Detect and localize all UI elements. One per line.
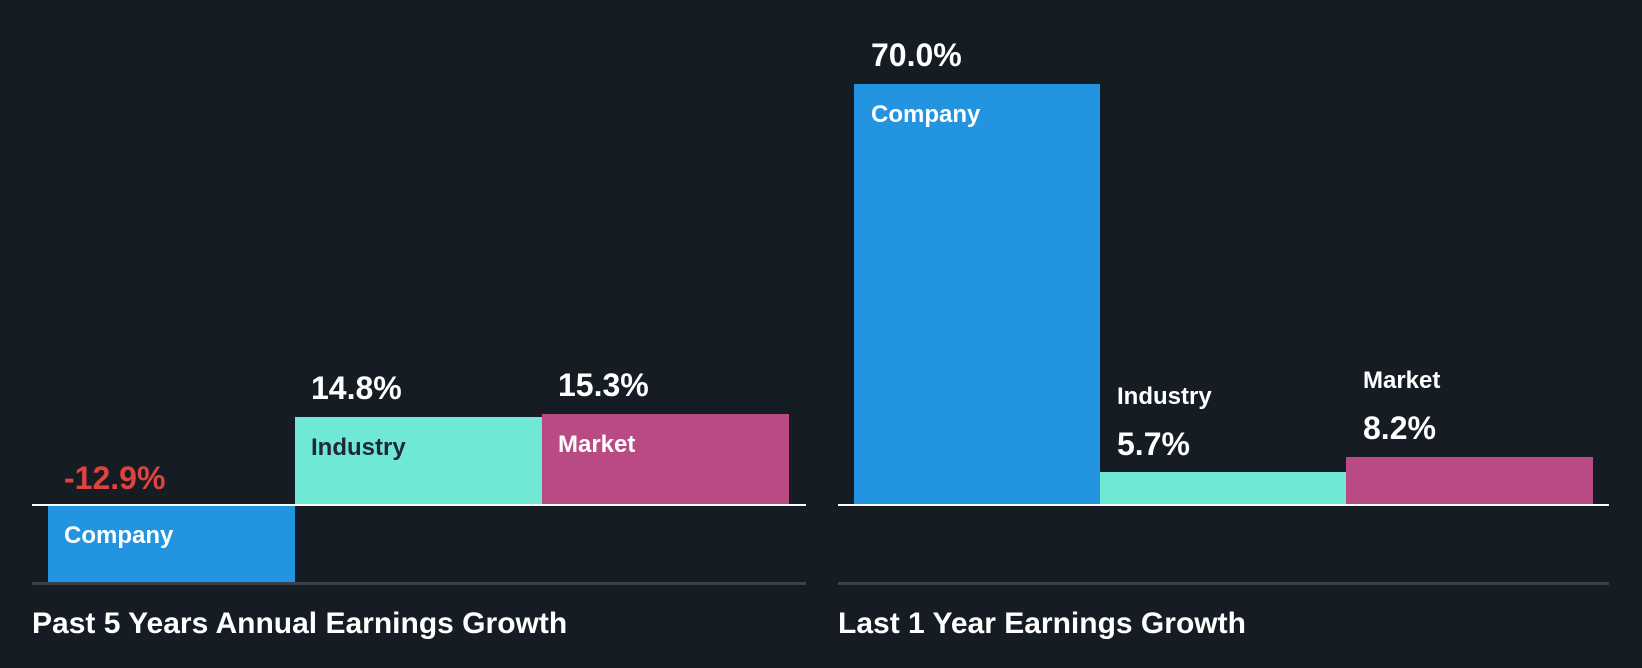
right-chart-title: Last 1 Year Earnings Growth <box>838 607 1246 640</box>
left-company-bar <box>48 505 295 584</box>
right-industry-bar <box>1100 472 1346 505</box>
left-company-label: Company <box>64 522 174 549</box>
right-industry-label: Industry <box>1117 383 1212 410</box>
left-zero-axis <box>32 504 806 506</box>
left-footer-line <box>32 582 806 585</box>
left-industry-label: Industry <box>311 434 406 461</box>
left-company-value: -12.9% <box>64 460 166 496</box>
right-company-label: Company <box>871 101 981 128</box>
left-chart-title: Past 5 Years Annual Earnings Growth <box>32 607 568 640</box>
right-market-value: 8.2% <box>1363 410 1436 446</box>
right-zero-axis <box>838 504 1609 506</box>
left-market-label: Market <box>558 431 636 458</box>
left-market-value: 15.3% <box>558 367 649 403</box>
left-industry-bar <box>295 417 542 505</box>
left-market-bar <box>542 414 789 505</box>
right-company-bar <box>854 84 1100 505</box>
right-industry-value: 5.7% <box>1117 426 1190 462</box>
right-company-value: 70.0% <box>871 37 962 73</box>
right-market-label: Market <box>1363 367 1441 394</box>
left-industry-value: 14.8% <box>311 370 402 406</box>
right-footer-line <box>838 582 1609 585</box>
right-market-bar <box>1346 457 1593 505</box>
